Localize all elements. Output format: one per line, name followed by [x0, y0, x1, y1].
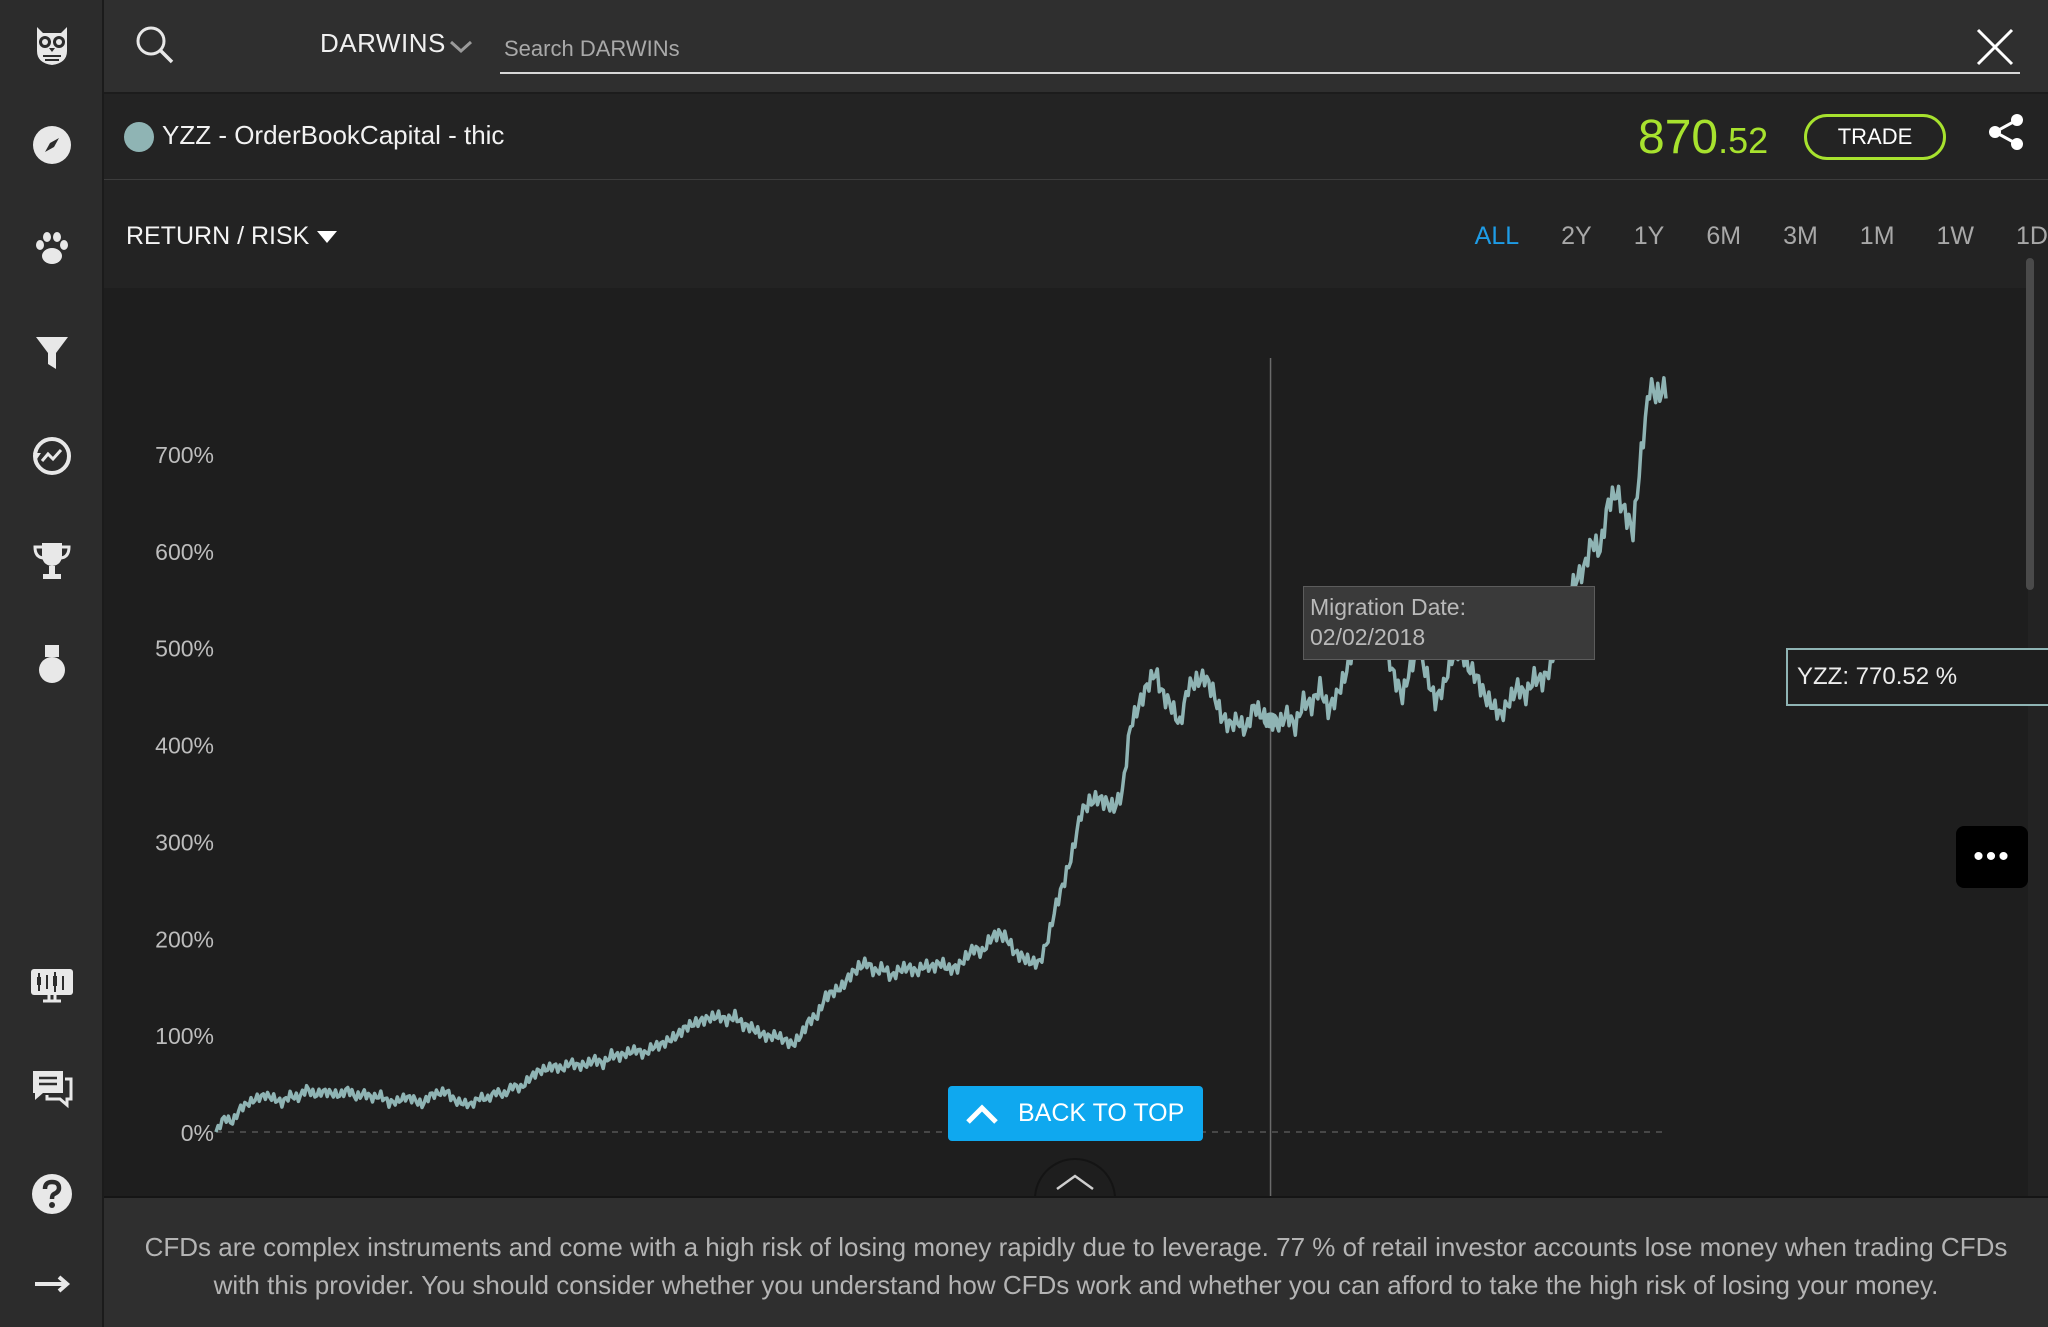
darwin-quote: 870.52 [1638, 110, 1768, 165]
quote-integer: 870 [1638, 111, 1719, 164]
chevron-up-icon [1056, 1174, 1094, 1191]
y-tick-label: 0% [181, 1120, 214, 1146]
darwin-title: YZZ - OrderBookCapital - thic [162, 120, 505, 150]
return-chart: 0% 100% 200% 300% 400% 500% 600% 700% [155, 358, 1668, 1196]
search-input[interactable] [500, 26, 2020, 74]
more-options-button[interactable]: ••• [1956, 826, 2028, 888]
chevron-up-icon [966, 1103, 998, 1124]
range-tab-1m[interactable]: 1M [1859, 222, 1895, 250]
range-tab-1y[interactable]: 1Y [1633, 222, 1665, 250]
sidebar-item-chat[interactable] [0, 1048, 104, 1128]
migration-label-date: 02/02/2018 [1310, 624, 1426, 650]
caret-down-icon [317, 230, 338, 243]
paw-icon [36, 232, 68, 264]
y-tick-label: 600% [155, 539, 214, 565]
migration-label-title: Migration Date: [1310, 594, 1466, 620]
chart-mode-label: RETURN / RISK [126, 222, 310, 250]
sidebar-item-help[interactable] [0, 1154, 104, 1234]
range-tab-1w[interactable]: 1W [1936, 222, 1975, 250]
medal-icon [39, 645, 65, 683]
series-line-yzz [214, 376, 1668, 1133]
chevron-down-icon[interactable] [448, 38, 474, 56]
trophy-icon [33, 543, 71, 579]
sidebar-item-filter[interactable] [0, 312, 104, 392]
category-dropdown[interactable]: DARWINS [320, 28, 446, 58]
trade-button[interactable]: TRADE [1804, 114, 1946, 160]
chart-area: 0% 100% 200% 300% 400% 500% 600% 700% Migration… [104, 288, 2048, 1196]
filter-icon [36, 337, 68, 369]
risk-disclaimer: CFDs are complex instruments and come wi… [104, 1196, 2048, 1327]
y-tick-label: 200% [155, 926, 214, 952]
range-tab-6m[interactable]: 6M [1706, 222, 1742, 250]
history-chart-icon [33, 437, 71, 475]
sidebar-item-history[interactable] [0, 416, 104, 496]
sidebar-item-logout[interactable] [0, 1244, 104, 1324]
sidebar-item-tracks[interactable] [0, 208, 104, 288]
darwin-header: YZZ - OrderBookCapital - thic 870.52 TRA… [104, 96, 2048, 180]
range-tab-3m[interactable]: 3M [1783, 222, 1818, 250]
back-to-top-button[interactable]: BACK TO TOP [948, 1086, 1203, 1141]
chart-mode-dropdown[interactable]: RETURN / RISK [126, 222, 338, 251]
y-tick-label: 400% [155, 733, 214, 759]
sidebar-item-trading[interactable] [0, 944, 104, 1024]
series-color-dot [124, 122, 154, 152]
top-bar: DARWINS [104, 0, 2048, 94]
sidebar-item-explore[interactable] [0, 105, 104, 185]
range-tab-all[interactable]: ALL [1474, 222, 1520, 250]
sidebar-item-rankings[interactable] [0, 624, 104, 704]
sidebar-item-awards[interactable] [0, 520, 104, 600]
y-tick-label: 500% [155, 636, 214, 662]
range-tab-1d[interactable]: 1D [2016, 222, 2048, 250]
arrow-right-icon [35, 1275, 71, 1293]
y-tick-label: 300% [155, 829, 214, 855]
migration-date-label: Migration Date: 02/02/2018 [1303, 586, 1595, 660]
y-tick-label: 700% [155, 442, 214, 468]
owl-logo-button[interactable] [0, 4, 104, 84]
migration-point-marker [1262, 712, 1279, 729]
range-tab-2y[interactable]: 2Y [1561, 222, 1592, 250]
chat-icon [33, 1071, 73, 1109]
owl-logo-icon [37, 27, 67, 65]
compass-icon [33, 126, 71, 164]
search-icon[interactable] [132, 22, 178, 68]
value-tooltip: YZZ: 770.52 % [1786, 648, 2048, 706]
y-axis: 0% 100% 200% 300% 400% 500% 600% 700% [155, 442, 214, 1146]
help-icon [32, 1174, 72, 1214]
back-to-top-label: BACK TO TOP [1018, 1099, 1185, 1127]
y-tick-label: 100% [155, 1023, 214, 1049]
close-icon[interactable] [1974, 26, 2016, 68]
range-tabs: ALL 2Y 1Y 6M 3M 1M 1W 1D [1433, 222, 2048, 251]
candlestick-icon [31, 969, 73, 1003]
scrollbar[interactable] [2026, 258, 2034, 590]
sidebar [0, 0, 104, 1327]
chart-controls: RETURN / RISK ALL 2Y 1Y 6M 3M 1M 1W 1D [104, 180, 2048, 288]
share-icon[interactable] [1986, 112, 2026, 152]
quote-decimal: .52 [1718, 120, 1769, 161]
